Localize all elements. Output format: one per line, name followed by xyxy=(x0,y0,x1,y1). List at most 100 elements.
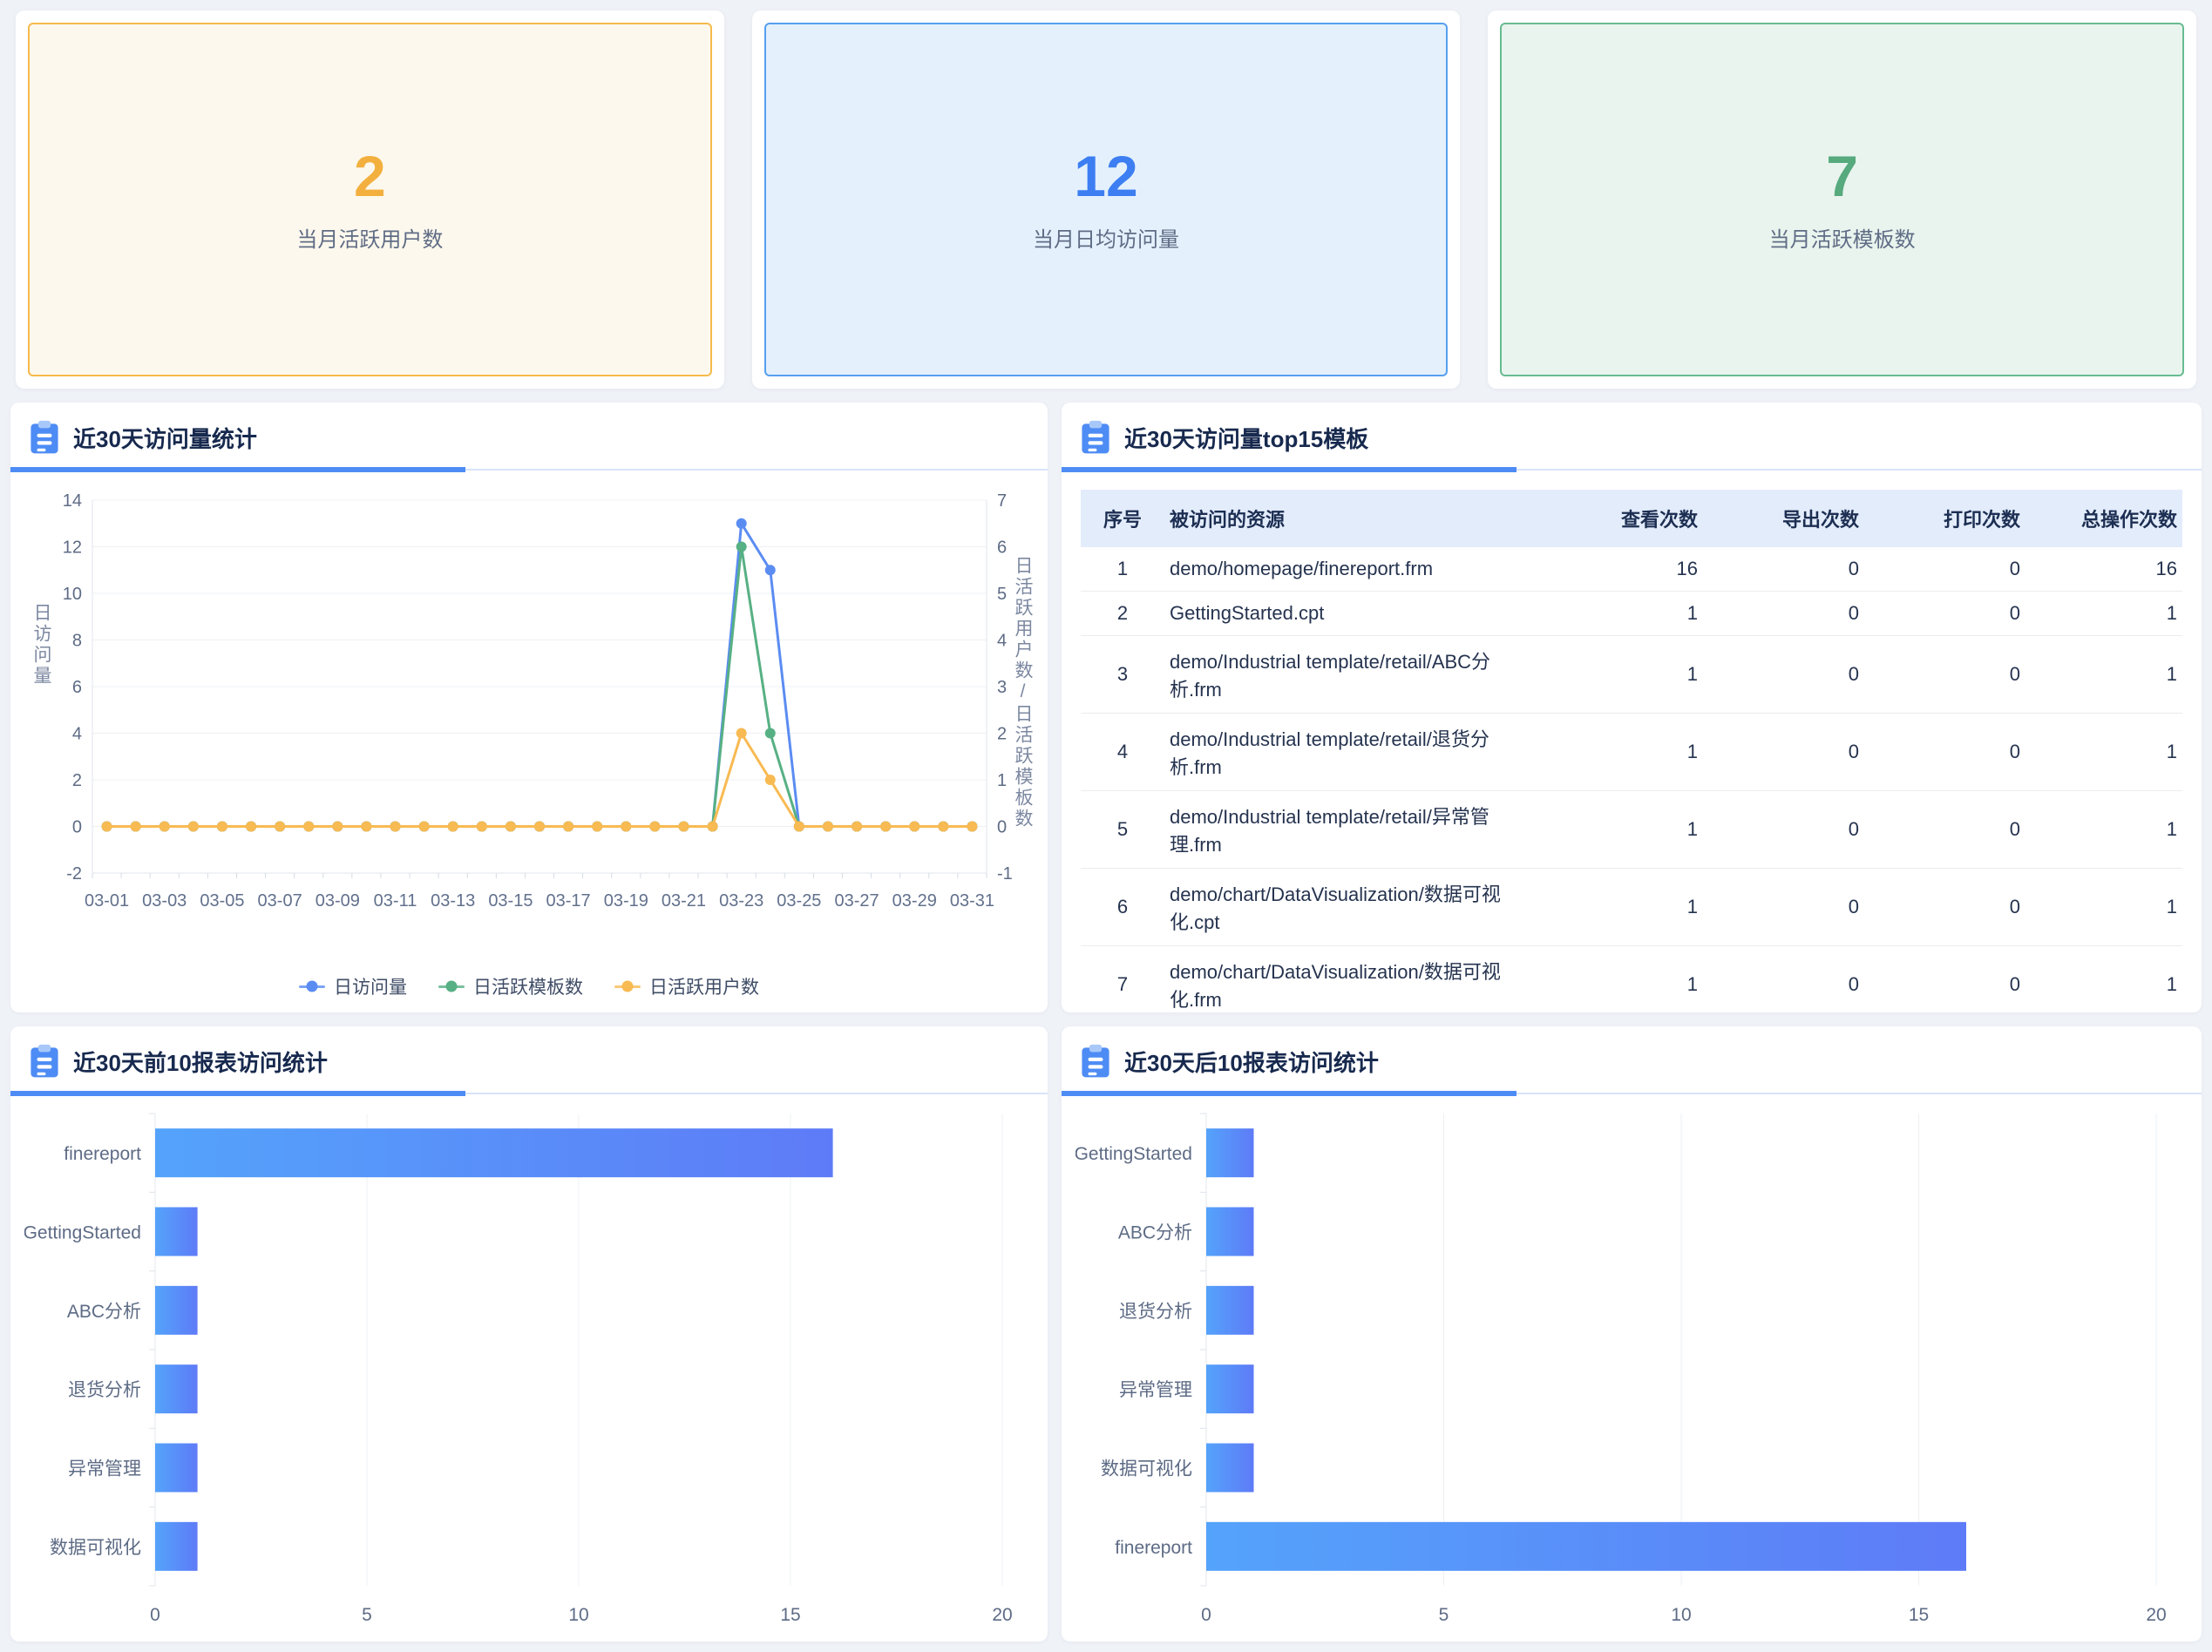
legend-marker-icon xyxy=(614,981,641,992)
panel-title: 近30天访问量top15模板 xyxy=(1124,422,1368,454)
x-axis-tick-label: 15 xyxy=(780,1605,800,1625)
panel-bottom10-reports: 近30天后10报表访问统计 GettingStartedABC分析退货分析异常管… xyxy=(1062,1026,2202,1642)
table-header-cell: 总操作次数 xyxy=(2025,490,2182,547)
bar-category-label: 数据可视化 xyxy=(1101,1459,1192,1479)
table-cell: 0 xyxy=(1703,791,1864,869)
legend-label: 日访问量 xyxy=(334,973,407,999)
data-point xyxy=(621,822,631,832)
bar[interactable] xyxy=(155,1364,198,1413)
bar[interactable] xyxy=(1206,1208,1254,1256)
bar[interactable] xyxy=(1206,1522,1966,1571)
legend-marker-icon xyxy=(299,981,325,992)
data-point xyxy=(765,775,776,785)
y2-axis-tick-label: 1 xyxy=(997,771,1007,790)
bar[interactable] xyxy=(1206,1444,1254,1493)
y-axis-name: 日访问量 xyxy=(28,603,54,687)
clipboard-icon xyxy=(1081,420,1110,455)
y-axis-tick-label: 12 xyxy=(63,538,82,558)
x-axis-tick-label: 03-19 xyxy=(604,891,648,911)
table-cell: 0 xyxy=(1864,547,2025,592)
x-axis-tick-label: 03-07 xyxy=(258,891,302,911)
x-axis-tick-label: 03-15 xyxy=(488,891,533,911)
stat-card-active-templates: 7 当月活跃模板数 xyxy=(1488,10,2196,389)
bar-category-label: GettingStarted xyxy=(24,1223,141,1243)
top15-table-wrap: 序号被访问的资源查看次数导出次数打印次数总操作次数 1demo/homepage… xyxy=(1062,472,2202,1012)
line-chart-area: -202468101214-10123456703-0103-0303-0503… xyxy=(10,472,1048,999)
stat-value: 7 xyxy=(1826,147,1858,205)
bar[interactable] xyxy=(1206,1364,1254,1413)
x-axis-tick-label: 0 xyxy=(1201,1605,1211,1625)
data-point xyxy=(448,822,458,832)
x-axis-tick-label: 10 xyxy=(1671,1605,1691,1625)
table-cell: 16 xyxy=(1529,547,1703,592)
x-axis-tick-label: 10 xyxy=(568,1605,588,1625)
stat-value: 2 xyxy=(354,147,386,205)
data-point xyxy=(909,822,919,832)
data-point xyxy=(102,822,112,832)
bar[interactable] xyxy=(1206,1128,1254,1177)
table-row: 2GettingStarted.cpt1001 xyxy=(1081,592,2182,636)
panel-title: 近30天前10报表访问统计 xyxy=(73,1046,328,1078)
bar-chart-top10: finereportGettingStartedABC分析退货分析异常管理数据可… xyxy=(24,1103,1034,1639)
data-point xyxy=(332,822,343,832)
data-point xyxy=(880,822,891,832)
bar-chart-area: finereportGettingStartedABC分析退货分析异常管理数据可… xyxy=(10,1096,1048,1642)
table-cell: demo/homepage/finereport.frm xyxy=(1164,547,1529,592)
data-point xyxy=(506,822,516,832)
table-cell: 4 xyxy=(1081,714,1164,791)
data-point xyxy=(159,822,170,832)
table-header-cell: 序号 xyxy=(1081,490,1164,547)
row-charts-top: 近30天访问量统计 -202468101214-10123456703-0103… xyxy=(10,403,2202,1012)
panel-top15-table: 近30天访问量top15模板 序号被访问的资源查看次数导出次数打印次数总操作次数… xyxy=(1062,403,2202,1012)
table-cell: 7 xyxy=(1081,946,1164,1013)
table-header-cell: 打印次数 xyxy=(1864,490,2025,547)
panel-header: 近30天访问量统计 xyxy=(10,403,1048,467)
bar[interactable] xyxy=(155,1208,198,1256)
table-cell: 1 xyxy=(2025,714,2182,791)
data-point xyxy=(131,822,141,832)
table-cell: 2 xyxy=(1081,592,1164,636)
table-cell: 16 xyxy=(2025,547,2182,592)
legend-item[interactable]: 日访问量 xyxy=(299,973,407,999)
clipboard-icon xyxy=(30,1044,59,1079)
bar[interactable] xyxy=(155,1128,833,1177)
y2-axis-tick-label: 2 xyxy=(997,725,1007,744)
bar[interactable] xyxy=(155,1286,198,1335)
panel-title: 近30天后10报表访问统计 xyxy=(1124,1046,1379,1078)
table-row: 3demo/Industrial template/retail/ABC分析.f… xyxy=(1081,636,2182,714)
x-axis-tick-label: 15 xyxy=(1909,1605,1929,1625)
data-point xyxy=(477,822,487,832)
bar[interactable] xyxy=(155,1522,198,1571)
table-cell: 0 xyxy=(1864,636,2025,714)
data-point xyxy=(736,542,747,552)
x-axis-tick-label: 03-05 xyxy=(200,891,244,911)
y2-axis-tick-label: 0 xyxy=(997,818,1007,837)
legend-item[interactable]: 日活跃模板数 xyxy=(438,973,583,999)
chart-legend: 日访问量 日活跃模板数 日活跃用户数 xyxy=(24,973,1034,999)
y-axis-tick-label: 6 xyxy=(72,678,82,697)
legend-item[interactable]: 日活跃用户数 xyxy=(614,973,759,999)
y-axis-tick-label: 8 xyxy=(72,632,82,651)
x-axis-tick-label: 03-29 xyxy=(892,891,937,911)
bar-category-label: 退货分析 xyxy=(68,1380,141,1400)
bar[interactable] xyxy=(1206,1286,1254,1335)
table-cell: 0 xyxy=(1703,714,1864,791)
data-point xyxy=(678,822,689,832)
table-cell: demo/Industrial template/retail/ABC分析.fr… xyxy=(1164,636,1529,714)
table-cell: 1 xyxy=(2025,869,2182,946)
clipboard-icon xyxy=(30,420,59,455)
x-axis-tick-label: 5 xyxy=(362,1605,372,1625)
table-row: 5demo/Industrial template/retail/异常管理.fr… xyxy=(1081,791,2182,869)
stat-card-daily-visits: 12 当月日均访问量 xyxy=(752,10,1461,389)
bar-category-label: finereport xyxy=(1115,1538,1192,1558)
x-axis-tick-label: 5 xyxy=(1439,1605,1449,1625)
bar-category-label: finereport xyxy=(64,1144,141,1164)
data-point xyxy=(736,728,747,739)
table-head: 序号被访问的资源查看次数导出次数打印次数总操作次数 xyxy=(1081,490,2182,547)
x-axis-tick-label: 03-27 xyxy=(834,891,879,911)
table-cell: 1 xyxy=(1529,592,1703,636)
bar-chart-area: GettingStartedABC分析退货分析异常管理数据可视化finerepo… xyxy=(1062,1096,2202,1642)
bar[interactable] xyxy=(155,1444,198,1493)
data-point xyxy=(967,822,977,832)
x-axis-tick-label: 03-17 xyxy=(546,891,591,911)
